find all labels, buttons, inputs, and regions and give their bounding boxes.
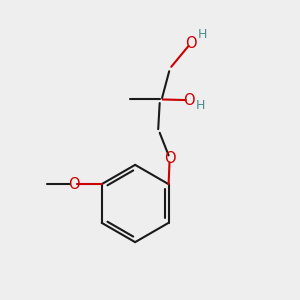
Text: H: H bbox=[196, 99, 206, 112]
Text: H: H bbox=[197, 28, 207, 41]
Text: O: O bbox=[68, 177, 79, 192]
Text: O: O bbox=[184, 93, 195, 108]
Text: O: O bbox=[185, 35, 197, 50]
Text: O: O bbox=[164, 152, 176, 166]
